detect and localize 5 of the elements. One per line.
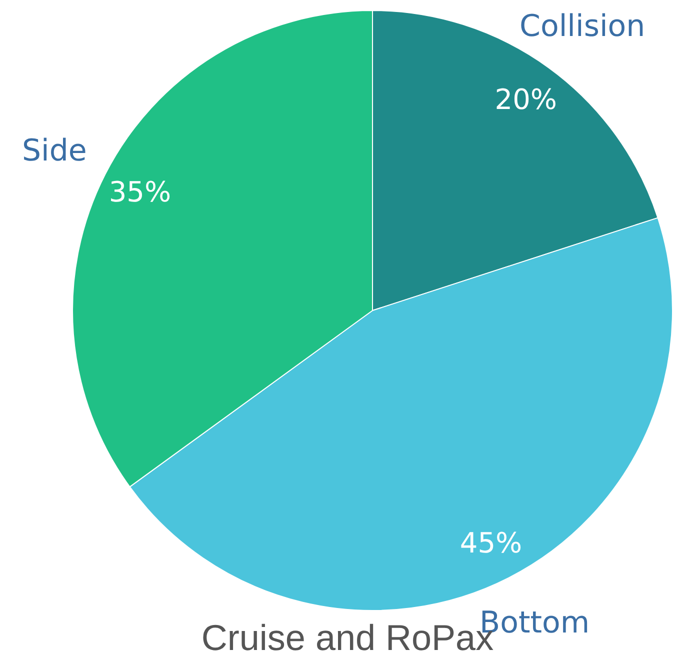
slice-label: Side: [22, 134, 87, 169]
slice-label: Collision: [520, 9, 646, 44]
data-label: 45%: [460, 526, 522, 560]
data-label: 35%: [108, 176, 172, 209]
data-label: 20%: [494, 82, 558, 116]
